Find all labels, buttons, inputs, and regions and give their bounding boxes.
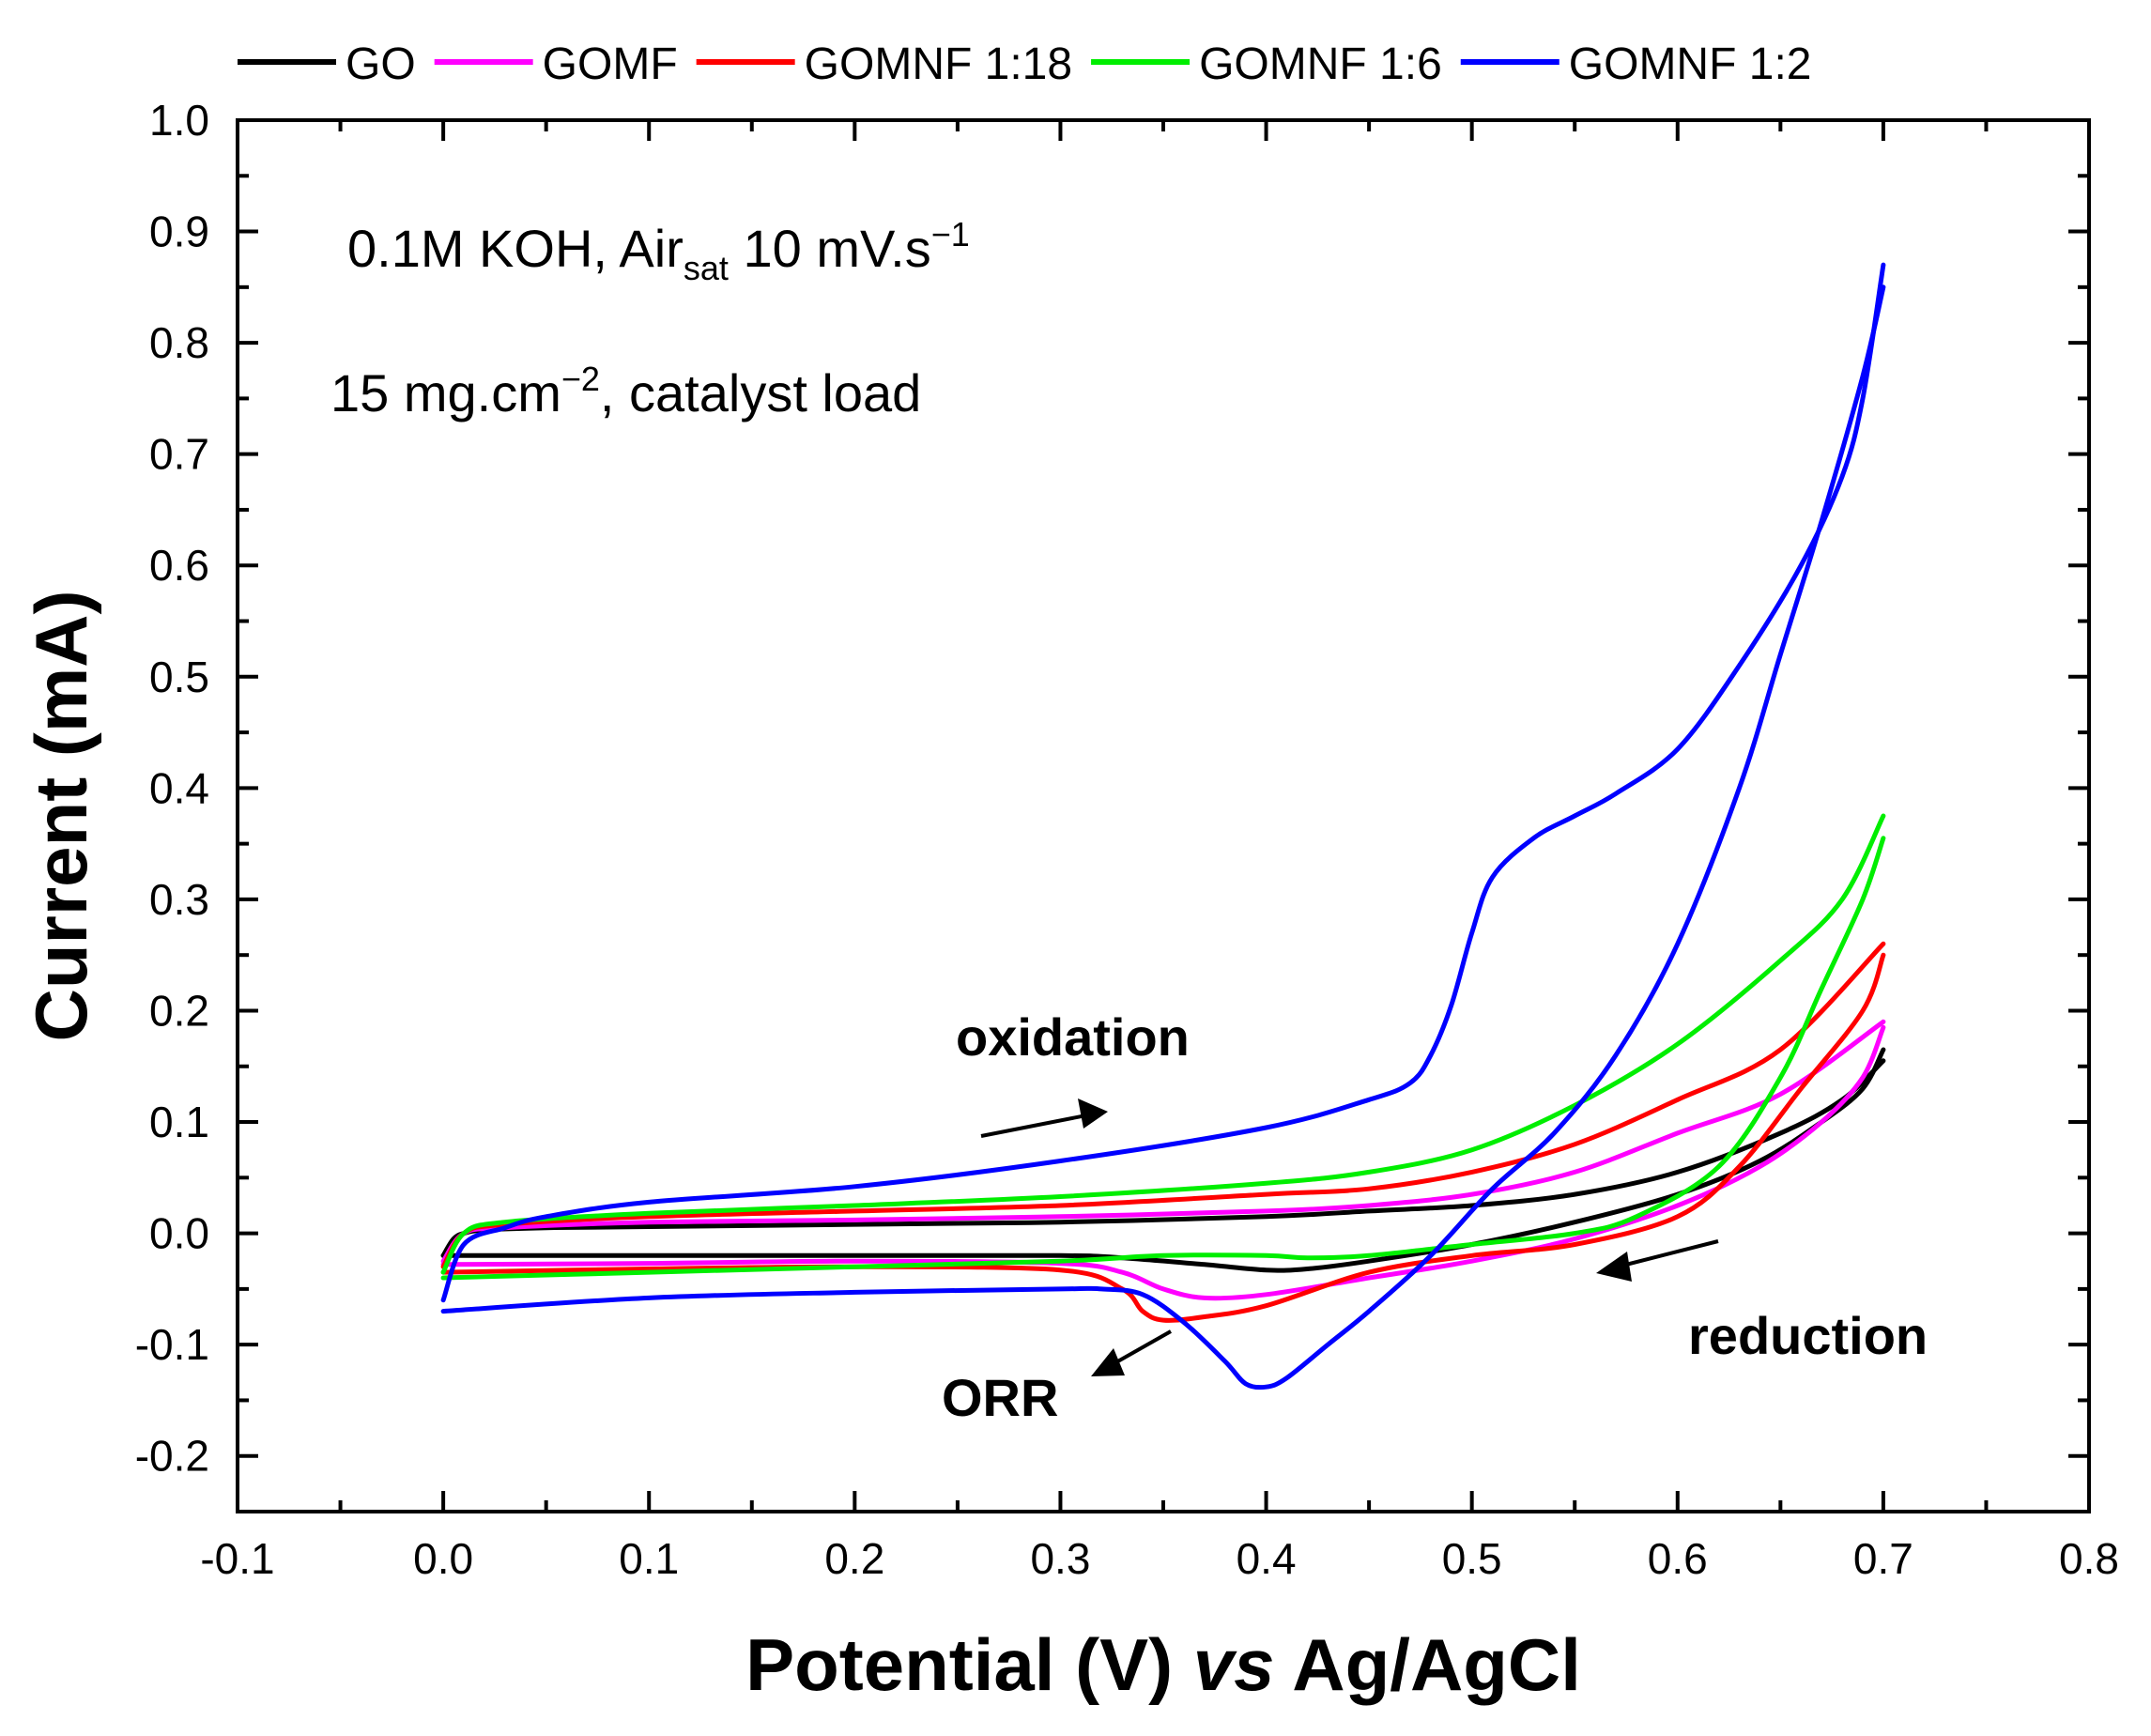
y-tick-label: 0.5 (149, 653, 209, 701)
y-tick-label: -0.2 (135, 1432, 209, 1481)
x-tick-label: 0.7 (1853, 1534, 1913, 1583)
x-tick-label: 0.5 (1442, 1534, 1502, 1583)
series-go-anodic-sweep (440, 1058, 1886, 1258)
axis-ticks: -0.1 0.0 0.1 0.2 0.3 0.4 0.5 0.6 0.7 0.8 -0.2 -0.1 0… (135, 96, 2119, 1583)
series-go (440, 1047, 1886, 1273)
series-gomnf-1-6 (440, 813, 1886, 1281)
x-tick-label: 0.2 (824, 1534, 884, 1583)
x-tick-label: 0.8 (2059, 1534, 2119, 1583)
reduction-label: reduction (1688, 1306, 1928, 1365)
y-tick-label: 0.6 (149, 541, 209, 590)
orr-arrow (1091, 1329, 1172, 1376)
series-gomnf-1-18-anodic-sweep (440, 941, 1886, 1269)
legend-label-gomnf-1-2: GOMNF 1:2 (1569, 39, 1812, 89)
conditions-line-2: 15 mg.cm−2, catalyst load (330, 360, 921, 422)
plot-curves (440, 262, 1886, 1390)
reduction-arrow (1596, 1239, 1719, 1282)
x-tick-label: 0.6 (1648, 1534, 1708, 1583)
series-gomf-cathodic-sweep (440, 1024, 1886, 1301)
y-tick-label: 0.1 (149, 1098, 209, 1146)
legend: GO GOMF GOMNF 1:18 GOMNF 1:6 GOMNF 1:2 (238, 39, 1811, 89)
y-tick-label: 0.3 (149, 875, 209, 924)
x-tick-label: 0.1 (619, 1534, 679, 1583)
orr-label: ORR (942, 1368, 1058, 1427)
x-tick-label: 0.3 (1030, 1534, 1090, 1583)
y-axis-title: Current (mA) (20, 591, 102, 1042)
series-gomf-anodic-sweep (440, 1019, 1886, 1264)
legend-label-gomnf-1-6: GOMNF 1:6 (1199, 39, 1442, 89)
y-tick-label: 1.0 (149, 96, 209, 145)
oxidation-label: oxidation (956, 1007, 1190, 1067)
y-tick-label: 0.4 (149, 763, 209, 812)
series-go-cathodic-sweep (440, 1047, 1886, 1273)
y-tick-label: -0.1 (135, 1320, 209, 1369)
series-gomnf-1-2 (440, 262, 1886, 1390)
y-tick-label: 0.8 (149, 318, 209, 367)
oxidation-arrow (980, 1098, 1108, 1138)
legend-label-go: GO (346, 39, 416, 89)
series-gomnf-1-2-cathodic-sweep (440, 284, 1886, 1390)
y-tick-label: 0.7 (149, 430, 209, 479)
legend-label-gomf: GOMF (543, 39, 678, 89)
x-axis-title: Potential (V) vs Ag/AgCl (745, 1623, 1581, 1706)
series-gomnf-1-2-anodic-sweep (440, 262, 1886, 1303)
x-tick-label: 0.0 (413, 1534, 473, 1583)
y-tick-label: 0.9 (149, 207, 209, 256)
y-tick-label: 0.2 (149, 986, 209, 1035)
y-tick-label: 0.0 (149, 1209, 209, 1258)
series-gomnf-1-6-cathodic-sweep (440, 836, 1886, 1281)
plot-frame (236, 118, 2091, 1513)
legend-label-gomnf-1-18: GOMNF 1:18 (805, 39, 1072, 89)
x-tick-label: 0.4 (1237, 1534, 1297, 1583)
series-gomf (440, 1019, 1886, 1301)
x-tick-label: -0.1 (200, 1534, 274, 1583)
series-gomnf-1-6-anodic-sweep (440, 813, 1886, 1275)
conditions-line-1: 0.1M KOH, Airsat 10 mV.s−1 (347, 215, 970, 287)
